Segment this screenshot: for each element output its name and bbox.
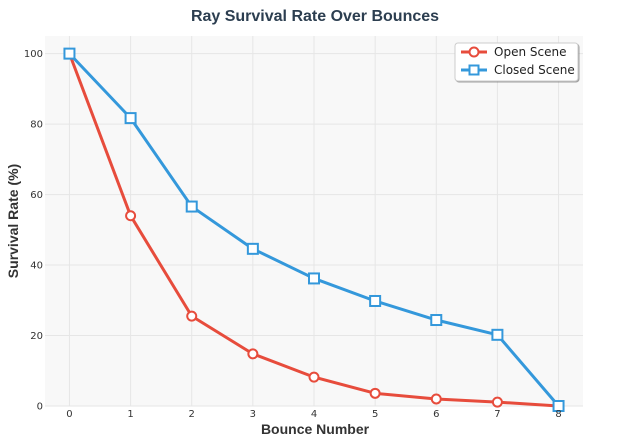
data-point-open-scene bbox=[430, 393, 442, 405]
x-tick-label: 7 bbox=[494, 409, 500, 420]
data-point-closed-scene bbox=[185, 200, 198, 213]
data-point-open-scene bbox=[369, 387, 381, 399]
data-point-closed-scene bbox=[124, 112, 137, 125]
data-point-closed-scene bbox=[308, 272, 320, 285]
x-tick-label: 6 bbox=[433, 409, 439, 420]
data-point-closed-scene bbox=[63, 47, 76, 60]
data-point-open-scene bbox=[491, 396, 503, 408]
data-point-closed-scene bbox=[430, 314, 443, 327]
y-axis-ticks: 0 20 40 60 80 100 bbox=[24, 49, 43, 412]
x-tick-label: 1 bbox=[127, 409, 133, 420]
x-axis-label: Bounce Number bbox=[261, 421, 370, 437]
x-tick-label: 5 bbox=[372, 409, 378, 420]
x-tick-label: 4 bbox=[311, 409, 317, 420]
y-tick-label: 80 bbox=[30, 120, 43, 131]
data-point-open-scene bbox=[125, 210, 137, 222]
y-tick-label: 60 bbox=[30, 190, 43, 201]
data-point-closed-scene bbox=[491, 328, 504, 341]
legend-label-closed-scene: Closed Scene bbox=[494, 63, 575, 77]
y-axis-label: Survival Rate (%) bbox=[5, 164, 21, 278]
legend-marker-open-scene bbox=[468, 46, 480, 58]
x-tick-label: 3 bbox=[250, 409, 256, 420]
data-markers bbox=[63, 47, 565, 412]
x-tick-label: 8 bbox=[555, 409, 561, 420]
y-tick-label: 20 bbox=[30, 331, 43, 342]
data-point-open-scene bbox=[247, 348, 259, 360]
data-point-open-scene bbox=[308, 371, 320, 383]
x-axis-ticks: 0 1 2 3 4 5 6 7 8 bbox=[66, 409, 561, 420]
x-tick-label: 0 bbox=[66, 409, 72, 420]
x-tick-label: 2 bbox=[189, 409, 195, 420]
data-point-closed-scene bbox=[369, 294, 382, 307]
y-tick-label: 40 bbox=[30, 261, 43, 272]
y-tick-label: 0 bbox=[37, 402, 43, 413]
legend-marker-closed-scene bbox=[468, 64, 480, 76]
y-tick-label: 100 bbox=[24, 49, 43, 60]
data-point-closed-scene bbox=[552, 400, 565, 412]
legend: Open Scene Closed Scene bbox=[454, 42, 579, 82]
chart-title: Ray Survival Rate Over Bounces bbox=[191, 8, 439, 25]
legend-label-open-scene: Open Scene bbox=[494, 45, 566, 59]
data-point-open-scene bbox=[186, 310, 198, 322]
data-point-closed-scene bbox=[246, 242, 259, 255]
